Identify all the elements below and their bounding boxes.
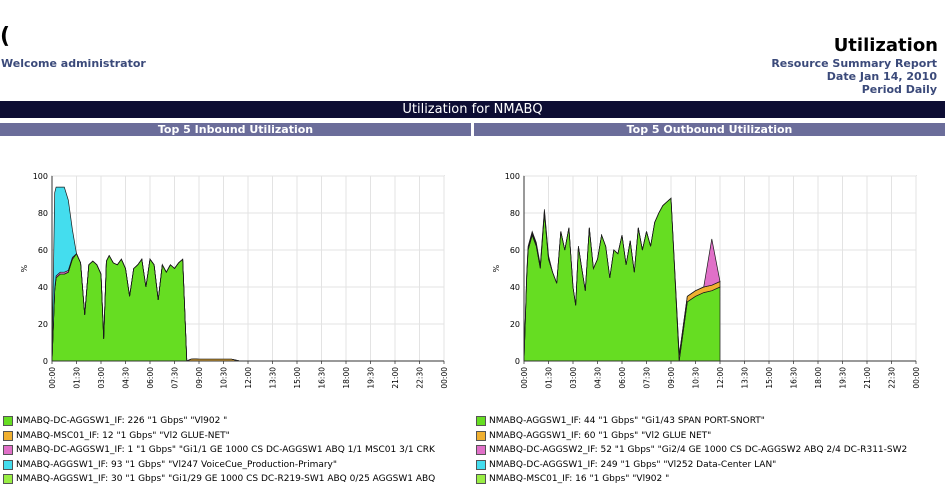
- x-tick-label: 19:30: [367, 367, 376, 389]
- legend-label: NMABQ-AGGSW1_IF: 44 "1 Gbps" "Gi1/43 SPA…: [489, 416, 765, 426]
- x-tick-label: 13:30: [741, 367, 750, 389]
- x-tick-label: 00:00: [48, 367, 57, 389]
- x-tick-label: 18:00: [814, 367, 823, 389]
- y-tick-label: 60: [38, 246, 48, 255]
- x-tick-label: 07:30: [171, 367, 180, 389]
- legend-swatch: [476, 416, 486, 427]
- legend-item: NMABQ-MSC01_IF: 16 "1 Gbps" "Vl902 ": [476, 472, 945, 487]
- x-tick-label: 12:00: [716, 367, 725, 389]
- y-tick-label: 20: [38, 320, 48, 329]
- x-tick-label: 15:00: [293, 367, 302, 389]
- legend-swatch: [3, 445, 13, 456]
- y-axis-label: %: [492, 264, 501, 272]
- legend-swatch: [476, 430, 486, 441]
- legend-swatch: [3, 459, 13, 470]
- legend-label: NMABQ-DC-AGGSW2_IF: 52 "1 Gbps" "Gi2/4 G…: [489, 445, 908, 455]
- x-tick-label: 15:00: [765, 367, 774, 389]
- x-tick-label: 07:30: [643, 367, 652, 389]
- y-tick-label: 40: [510, 283, 520, 292]
- y-tick-label: 100: [33, 172, 48, 181]
- legend-label: NMABQ-DC-AGGSW1_IF: 249 "1 Gbps" "Vl252 …: [489, 459, 777, 470]
- legend-item: NMABQ-DC-AGGSW1_IF: 1 "1 Gbps" "Gi1/1 GE…: [3, 443, 469, 458]
- x-tick-label: 18:00: [342, 367, 351, 389]
- legend-item: NMABQ-AGGSW1_IF: 30 "1 Gbps" "Gi1/29 GE …: [3, 472, 469, 487]
- x-tick-label: 10:30: [220, 367, 229, 389]
- legend-item: NMABQ-AGGSW1_IF: 93 "1 Gbps" "Vl247 Voic…: [3, 458, 469, 473]
- legend-label: NMABQ-AGGSW1_IF: 60 "1 Gbps" "Vl2 GLUE N…: [489, 430, 712, 441]
- legend-item: NMABQ-DC-AGGSW2_IF: 52 "1 Gbps" "Gi2/4 G…: [476, 443, 945, 458]
- inbound-utilization-chart: 0 20 40 60 80 100 00:00 01:30 03:00 04:30 06:00 07:…: [20, 172, 449, 389]
- series-area-3: [523, 197, 721, 362]
- x-tick-label: 22:30: [888, 367, 897, 389]
- x-tick-label: 04:30: [122, 367, 131, 389]
- x-tick-label: 06:00: [618, 367, 627, 389]
- legend-swatch: [3, 416, 13, 427]
- x-tick-label: 22:30: [416, 367, 425, 389]
- legend-label: NMABQ-DC-AGGSW1_IF: 226 "1 Gbps" "Vl902 …: [16, 416, 228, 426]
- x-tick-label: 04:30: [594, 367, 603, 389]
- x-tick-label: 01:30: [545, 367, 554, 389]
- x-tick-label: 00:00: [912, 367, 921, 389]
- x-tick-label: 00:00: [440, 367, 449, 389]
- legend-label: NMABQ-AGGSW1_IF: 30 "1 Gbps" "Gi1/29 GE …: [16, 474, 436, 484]
- legend-item: NMABQ-MSC01_IF: 12 "1 Gbps" "Vl2 GLUE-NE…: [3, 429, 469, 444]
- report-meta: Resource Summary Report Date Jan 14, 201…: [771, 57, 937, 96]
- legend-label: NMABQ-MSC01_IF: 12 "1 Gbps" "Vl2 GLUE-NE…: [16, 430, 230, 441]
- legend-swatch: [476, 445, 486, 456]
- logo-fragment: (: [0, 24, 11, 49]
- outbound-title-bar: Top 5 Outbound Utilization: [474, 123, 945, 136]
- legend-swatch: [476, 474, 486, 485]
- report-name: Resource Summary Report: [771, 57, 937, 70]
- legend-label: NMABQ-DC-AGGSW1_IF: 1 "1 Gbps" "Gi1/1 GE…: [16, 445, 435, 455]
- x-tick-label: 16:30: [790, 367, 799, 389]
- y-tick-label: 20: [510, 320, 520, 329]
- y-tick-label: 0: [43, 357, 48, 366]
- y-tick-label: 0: [515, 357, 520, 366]
- y-tick-label: 80: [38, 209, 48, 218]
- legend-label: NMABQ-MSC01_IF: 16 "1 Gbps" "Vl902 ": [489, 474, 670, 484]
- report-date: Date Jan 14, 2010: [826, 70, 937, 83]
- y-tick-label: 100: [505, 172, 520, 181]
- x-tick-label: 10:30: [692, 367, 701, 389]
- x-tick-label: 12:00: [244, 367, 253, 389]
- y-tick-label: 60: [510, 246, 520, 255]
- x-tick-label: 09:00: [195, 367, 204, 389]
- y-axis-label: %: [20, 264, 29, 272]
- legend-item: NMABQ-DC-AGGSW1_IF: 226 "1 Gbps" "Vl902 …: [3, 414, 469, 429]
- legend-swatch: [3, 430, 13, 441]
- page-title: Utilization: [833, 35, 938, 56]
- x-tick-label: 03:00: [97, 367, 106, 389]
- legend-item: NMABQ-DC-AGGSW1_IF: 249 "1 Gbps" "Vl252 …: [476, 458, 945, 473]
- x-tick-label: 06:00: [146, 367, 155, 389]
- welcome-text: Welcome administrator: [1, 57, 146, 70]
- inbound-title-bar: Top 5 Inbound Utilization: [0, 123, 471, 136]
- legend-item: NMABQ-AGGSW1_IF: 44 "1 Gbps" "Gi1/43 SPA…: [476, 414, 945, 429]
- x-tick-label: 21:00: [863, 367, 872, 389]
- outbound-legend: NMABQ-AGGSW1_IF: 44 "1 Gbps" "Gi1/43 SPA…: [476, 414, 945, 487]
- x-tick-label: 03:00: [569, 367, 578, 389]
- x-tick-label: 01:30: [73, 367, 82, 389]
- inbound-legend: NMABQ-DC-AGGSW1_IF: 226 "1 Gbps" "Vl902 …: [3, 414, 469, 487]
- series-area-4: [51, 186, 248, 362]
- x-tick-label: 19:30: [839, 367, 848, 389]
- x-tick-label: 13:30: [269, 367, 278, 389]
- legend-label: NMABQ-AGGSW1_IF: 93 "1 Gbps" "Vl247 Voic…: [16, 459, 338, 470]
- report-period: Period Daily: [861, 83, 937, 96]
- x-tick-label: 09:00: [667, 367, 676, 389]
- legend-swatch: [3, 474, 13, 485]
- x-tick-label: 16:30: [318, 367, 327, 389]
- y-tick-label: 40: [38, 283, 48, 292]
- x-tick-label: 00:00: [520, 367, 529, 389]
- legend-item: NMABQ-AGGSW1_IF: 60 "1 Gbps" "Vl2 GLUE N…: [476, 429, 945, 444]
- x-tick-label: 21:00: [391, 367, 400, 389]
- outbound-utilization-chart: 0 20 40 60 80 100 00:00 01:30 03:00 04:30 06:00 07:…: [492, 172, 921, 389]
- y-tick-label: 80: [510, 209, 520, 218]
- utilization-banner: Utilization for NMABQ: [0, 101, 945, 118]
- legend-swatch: [476, 459, 486, 470]
